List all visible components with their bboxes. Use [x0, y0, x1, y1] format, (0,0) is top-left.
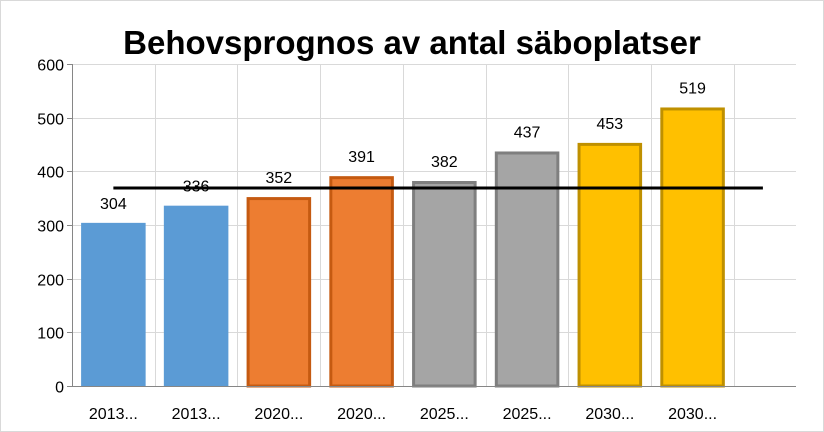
x-tick-label: 2013... [172, 406, 221, 423]
value-label: 519 [679, 80, 706, 97]
bar [412, 180, 477, 388]
x-tick-label: 2013... [89, 406, 138, 423]
chart-title: Behovsprognos av antal säboplatser [123, 24, 701, 61]
y-tick-label: 400 [37, 165, 64, 182]
value-label: 453 [596, 116, 623, 133]
bar [246, 197, 312, 388]
x-tick-label: 2020... [254, 406, 303, 423]
value-label: 391 [348, 149, 375, 166]
value-label: 304 [100, 196, 127, 213]
y-tick-label: 500 [37, 112, 64, 129]
bar [494, 151, 560, 388]
bar [163, 205, 229, 386]
y-tick-label: 600 [37, 58, 64, 75]
bar [660, 107, 725, 388]
value-label: 437 [514, 124, 541, 141]
x-tick-label: 2030... [585, 406, 634, 423]
x-tick-label: 2025... [420, 406, 469, 423]
bar [81, 222, 146, 386]
y-tick-label: 300 [37, 219, 64, 236]
y-tick-label: 200 [37, 273, 64, 290]
value-label: 382 [431, 154, 458, 171]
bars [81, 107, 725, 388]
bar [577, 142, 643, 388]
y-tick-label: 100 [37, 326, 64, 343]
x-tick-label: 2030... [668, 406, 717, 423]
x-tick-label: 2020... [337, 406, 386, 423]
value-label: 352 [266, 170, 293, 187]
bar [329, 176, 394, 388]
axes: 0 100 200 300 400 500 600 2013... 2013... 2020...… [37, 58, 796, 423]
x-tick-label: 2025... [503, 406, 552, 423]
y-tick-label: 0 [55, 380, 64, 397]
